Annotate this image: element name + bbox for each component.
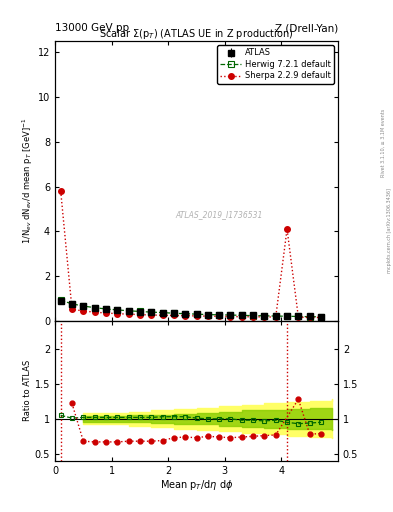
Herwig 7.2.1 default [70,301,74,307]
Sherpa 2.2.9 default [81,308,86,314]
Sherpa 2.2.9 default [104,310,108,316]
Herwig 7.2.1 default [319,314,323,320]
Y-axis label: Ratio to ATLAS: Ratio to ATLAS [23,360,32,421]
Sherpa 2.2.9 default [206,313,210,319]
Sherpa 2.2.9 default [228,313,233,319]
Sherpa 2.2.9 default [160,312,165,318]
Sherpa 2.2.9 default [274,314,278,320]
Herwig 7.2.1 default [92,305,97,311]
Herwig 7.2.1 default [228,312,233,318]
Herwig 7.2.1 default [81,303,86,309]
Sherpa 2.2.9 default [70,306,74,312]
Sherpa 2.2.9 default [58,188,63,194]
Herwig 7.2.1 default [285,313,289,319]
Herwig 7.2.1 default [183,311,187,317]
Herwig 7.2.1 default [217,312,222,318]
Sherpa 2.2.9 default [262,314,267,320]
Herwig 7.2.1 default [307,313,312,319]
X-axis label: Mean p$_T$/d$\eta$ d$\phi$: Mean p$_T$/d$\eta$ d$\phi$ [160,478,233,493]
Line: Herwig 7.2.1 default: Herwig 7.2.1 default [58,297,324,319]
Herwig 7.2.1 default [115,307,119,313]
Herwig 7.2.1 default [126,308,131,314]
Herwig 7.2.1 default [296,313,301,319]
Herwig 7.2.1 default [206,311,210,317]
Sherpa 2.2.9 default [296,314,301,321]
Sherpa 2.2.9 default [183,313,187,319]
Text: 13000 GeV pp: 13000 GeV pp [55,23,129,33]
Text: mcplots.cern.ch [arXiv:1306.3436]: mcplots.cern.ch [arXiv:1306.3436] [387,188,391,273]
Text: ATLAS_2019_I1736531: ATLAS_2019_I1736531 [175,210,263,219]
Herwig 7.2.1 default [262,313,267,319]
Herwig 7.2.1 default [138,308,142,314]
Title: Scalar $\Sigma$(p$_T$) (ATLAS UE in Z production): Scalar $\Sigma$(p$_T$) (ATLAS UE in Z pr… [99,27,294,41]
Herwig 7.2.1 default [251,312,255,318]
Sherpa 2.2.9 default [251,314,255,320]
Line: Sherpa 2.2.9 default: Sherpa 2.2.9 default [58,188,324,321]
Sherpa 2.2.9 default [149,312,154,318]
Sherpa 2.2.9 default [239,314,244,320]
Sherpa 2.2.9 default [138,311,142,317]
Herwig 7.2.1 default [149,309,154,315]
Text: Rivet 3.1.10, ≥ 3.1M events: Rivet 3.1.10, ≥ 3.1M events [381,109,386,178]
Sherpa 2.2.9 default [307,314,312,321]
Sherpa 2.2.9 default [171,312,176,318]
Text: Z (Drell-Yan): Z (Drell-Yan) [275,23,338,33]
Sherpa 2.2.9 default [319,314,323,321]
Sherpa 2.2.9 default [285,226,289,232]
Herwig 7.2.1 default [274,313,278,319]
Sherpa 2.2.9 default [217,313,222,319]
Herwig 7.2.1 default [104,306,108,312]
Y-axis label: 1/N$_{ev}$ dN$_{ev}$/d mean p$_T$ [GeV]$^{-1}$: 1/N$_{ev}$ dN$_{ev}$/d mean p$_T$ [GeV]$… [20,118,35,244]
Herwig 7.2.1 default [171,310,176,316]
Herwig 7.2.1 default [239,312,244,318]
Sherpa 2.2.9 default [126,311,131,317]
Herwig 7.2.1 default [58,297,63,303]
Herwig 7.2.1 default [194,311,199,317]
Sherpa 2.2.9 default [92,309,97,315]
Sherpa 2.2.9 default [115,311,119,317]
Herwig 7.2.1 default [160,309,165,315]
Sherpa 2.2.9 default [194,313,199,319]
Legend: ATLAS, Herwig 7.2.1 default, Sherpa 2.2.9 default: ATLAS, Herwig 7.2.1 default, Sherpa 2.2.… [217,45,334,84]
